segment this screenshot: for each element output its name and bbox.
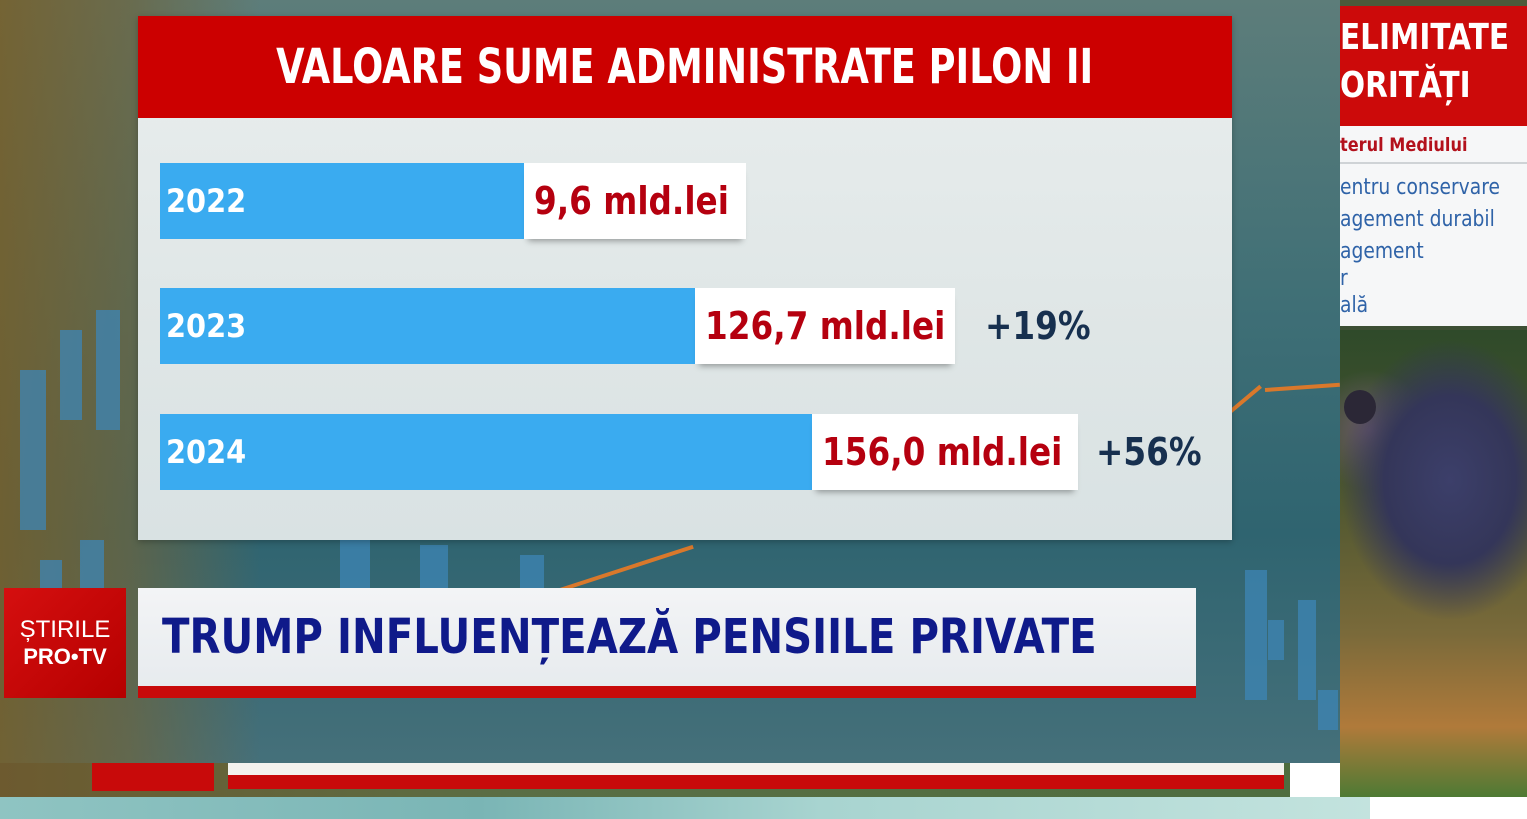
side-title-line: ELIMITATE (1340, 17, 1510, 58)
background-candle (80, 540, 104, 590)
logo-text-protv: PRO•TV (23, 644, 107, 669)
background-candle (1245, 570, 1267, 700)
bar: 2024 (160, 414, 812, 490)
side-broadcast-panel: ELIMITATE ORITĂȚI terul Mediului entru c… (1340, 0, 1527, 797)
background-candle (20, 370, 46, 530)
bar-value-label: 156,0 mld.lei (812, 414, 1078, 490)
bar: 2022 (160, 163, 524, 239)
side-title-banner: ELIMITATE ORITĂȚI (1340, 6, 1527, 126)
logo-text-stirile: ȘTIRILE (19, 616, 111, 643)
bar-value-label: 9,6 mld.lei (524, 163, 746, 239)
background-candle (96, 310, 120, 430)
bar-value-label: 126,7 mld.lei (695, 288, 955, 364)
video-frame: VALOARE SUME ADMINISTRATE PILON II 2022 … (0, 0, 1340, 763)
ticker-bar (0, 797, 1370, 819)
bar-year-label: 2022 (166, 182, 247, 220)
bear-photo (1340, 330, 1527, 797)
chart-title-text: VALOARE SUME ADMINISTRATE PILON II (276, 39, 1094, 95)
headline-red-underline (138, 686, 1196, 698)
bar: 2023 (160, 288, 695, 364)
background-candle (1318, 690, 1338, 730)
side-text-line: agement (1340, 239, 1424, 264)
bar-growth-label: +19% (985, 304, 1091, 348)
channel-logo: ȘTIRILE PRO•TV (4, 588, 126, 698)
bar-year-label: 2023 (166, 307, 247, 345)
ghost-logo-block (92, 763, 214, 791)
headline-text: TRUMP INFLUENȚEAZĂ PENSIILE PRIVATE (162, 609, 1097, 665)
background-trend-line (1264, 382, 1340, 392)
background-candle (340, 540, 370, 588)
background-trend-line (1228, 384, 1262, 414)
side-title-line: ORITĂȚI (1340, 65, 1471, 106)
bear-ear (1344, 390, 1376, 424)
background-trend-line (559, 544, 694, 592)
ghost-headline-underline (228, 775, 1284, 789)
chart-title: VALOARE SUME ADMINISTRATE PILON II (138, 16, 1232, 118)
background-candle (40, 560, 62, 590)
background-candle (520, 555, 544, 588)
side-text-line: entru conservare (1340, 175, 1500, 200)
background-candle (60, 330, 82, 420)
chart-panel: VALOARE SUME ADMINISTRATE PILON II 2022 … (138, 16, 1232, 540)
side-text-line: ală (1340, 293, 1369, 318)
side-text-card: terul Mediului entru conservare agement … (1340, 126, 1527, 326)
background-candle (1298, 600, 1316, 700)
background-candle (1268, 620, 1284, 660)
background-candle (420, 545, 448, 588)
side-text-line: agement durabil (1340, 207, 1495, 232)
side-subtitle: terul Mediului (1340, 126, 1527, 164)
ghost-headline-block (228, 763, 1284, 775)
bar-year-label: 2024 (166, 433, 247, 471)
headline-banner: TRUMP INFLUENȚEAZĂ PENSIILE PRIVATE (138, 588, 1196, 686)
side-text-line: r (1340, 266, 1348, 291)
bar-growth-label: +56% (1096, 430, 1202, 474)
